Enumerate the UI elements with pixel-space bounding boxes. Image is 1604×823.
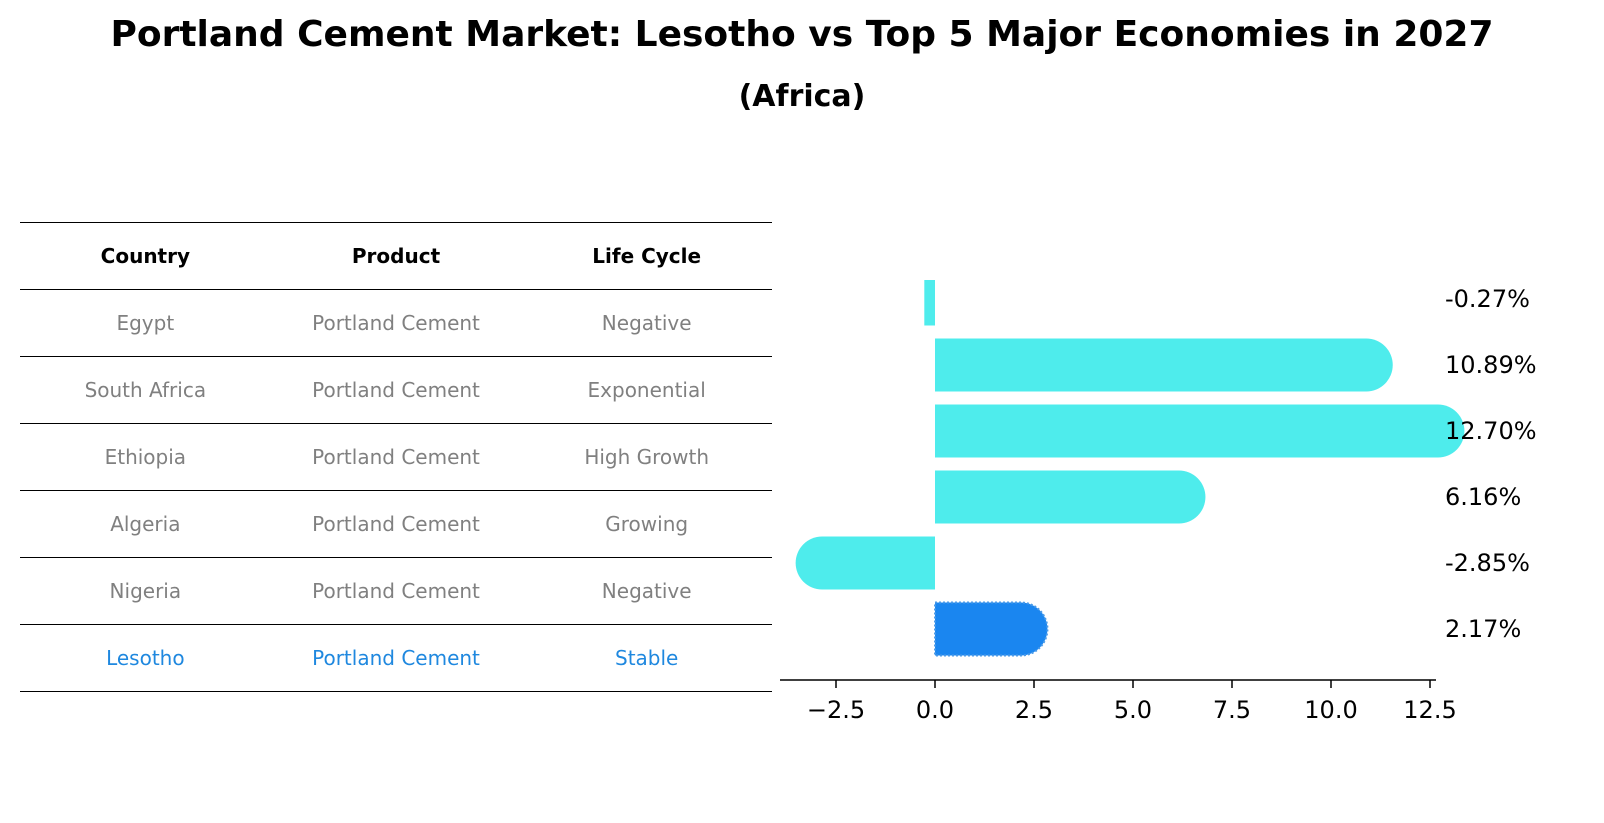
data-label: 6.16% [1445,483,1521,511]
cell-life-cycle: High Growth [584,445,710,469]
data-label: -0.27% [1445,285,1530,313]
data-label: 12.70% [1445,417,1537,445]
cell-country: Ethiopia [104,445,187,469]
bar-egypt [924,280,935,326]
chart-title: Portland Cement Market: Lesotho vs Top 5… [110,14,1494,55]
x-tick-label: 10.0 [1304,696,1357,724]
cell-life-cycle: Negative [601,311,692,335]
data-label: -2.85% [1445,549,1530,577]
cell-country: Egypt [116,311,175,335]
cell-life-cycle: Exponential [587,378,706,402]
x-tick-label: 2.5 [1015,696,1053,724]
cell-product: Portland Cement [312,445,480,469]
x-tick-label: 12.5 [1403,696,1456,724]
x-tick-label: 0.0 [916,696,954,724]
bar-nigeria [795,536,935,590]
chart-subtitle: (Africa) [738,79,866,114]
header-product: Product [351,244,441,268]
x-tick-label: −2.5 [807,696,865,724]
x-tick-label: 5.0 [1114,696,1152,724]
table-row: Nigeria Portland Cement Negative [20,557,772,624]
cell-product: Portland Cement [312,512,480,536]
bar-chart: -0.27% 10.89% 12.70% 6.16% -2.85% 2.17% −2.5 0.… [780,280,1537,724]
data-label: 10.89% [1445,351,1537,379]
cell-product: Portland Cement [312,579,480,603]
cell-product: Portland Cement [312,311,480,335]
cell-product: Portland Cement [312,378,480,402]
table-row: Ethiopia Portland Cement High Growth [20,423,772,490]
bar-lesotho [934,601,1049,657]
table-header-row: Country Product Life Cycle [20,222,772,289]
cell-country: Nigeria [109,579,182,603]
cell-life-cycle: Growing [605,512,689,536]
bar-algeria [935,470,1206,524]
table-row: South Africa Portland Cement Exponential [20,356,772,423]
cell-country: Lesotho [106,646,185,670]
table-row: Algeria Portland Cement Growing [20,490,772,557]
bar-south-africa [935,338,1393,392]
table-row: Egypt Portland Cement Negative [20,289,772,356]
cell-country: South Africa [84,378,207,402]
x-tick-label: 7.5 [1213,696,1251,724]
cell-country: Algeria [110,512,181,536]
cell-life-cycle: Negative [601,579,692,603]
data-table: Country Product Life Cycle Egypt Portlan… [20,222,772,692]
cell-life-cycle: Stable [615,646,679,670]
data-label: 2.17% [1445,615,1521,643]
header-country: Country [100,244,191,268]
header-life-cycle: Life Cycle [592,244,702,268]
cell-product: Portland Cement [312,646,480,670]
table-row-highlight: Lesotho Portland Cement Stable [20,624,772,692]
bar-ethiopia [935,404,1465,458]
